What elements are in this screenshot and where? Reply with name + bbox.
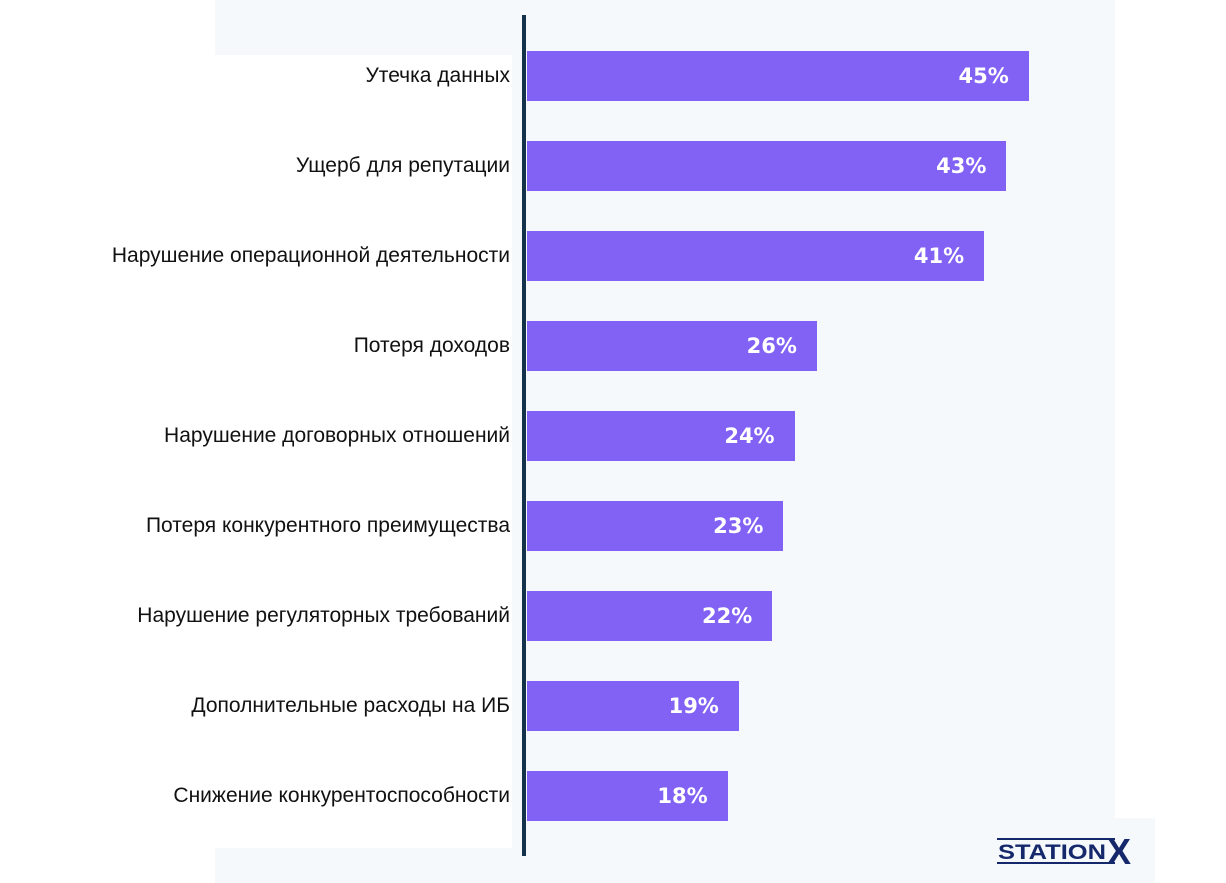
category-label: Ущерб для репутации: [295, 154, 510, 177]
category-label: Снижение конкурентоспособности: [173, 784, 510, 807]
label-area: [0, 55, 512, 848]
bar: 41%: [527, 231, 985, 281]
category-label: Дополнительные расходы на ИБ: [191, 694, 510, 717]
bar: 18%: [527, 771, 728, 821]
value-label: 19%: [668, 694, 719, 718]
category-label: Нарушение договорных отношений: [164, 424, 510, 447]
value-label: 18%: [657, 784, 708, 808]
bar: 26%: [527, 321, 817, 371]
svg-text:STATION: STATION: [998, 841, 1106, 864]
category-label: Нарушение операционной деятельности: [111, 244, 510, 267]
value-label: 23%: [713, 514, 764, 538]
category-label: Утечка данных: [365, 64, 510, 87]
value-label: 41%: [913, 244, 965, 268]
value-label: 43%: [936, 154, 987, 178]
bar: 23%: [527, 501, 784, 551]
bar: 22%: [527, 591, 773, 641]
bar: 45%: [527, 51, 1029, 101]
category-label: Потеря конкурентного преимущества: [145, 514, 510, 537]
value-label: 26%: [746, 334, 797, 358]
value-label: 24%: [724, 424, 775, 448]
y-axis-line: [522, 15, 526, 856]
background-panel-extension: [1115, 818, 1155, 883]
category-label: Нарушение регуляторных требований: [137, 604, 510, 627]
bar: 24%: [527, 411, 795, 461]
category-label: Потеря доходов: [353, 334, 510, 357]
value-label: 22%: [702, 604, 753, 628]
value-label: 45%: [958, 64, 1009, 88]
svg-text:X: X: [1107, 834, 1131, 868]
stationx-logo: STATION X: [997, 834, 1131, 868]
bar: 43%: [527, 141, 1007, 191]
bar: 19%: [527, 681, 739, 731]
